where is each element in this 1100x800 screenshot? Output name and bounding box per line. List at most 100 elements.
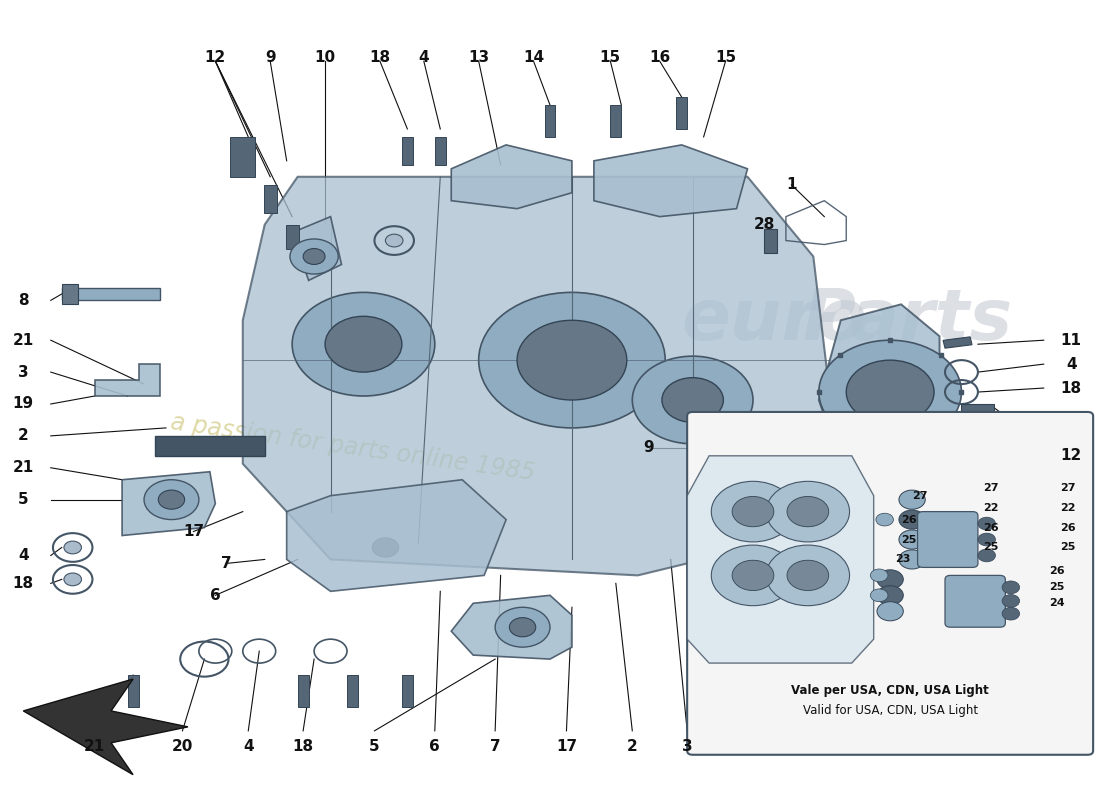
FancyBboxPatch shape [688, 412, 1093, 754]
Bar [774, 444, 791, 464]
Text: 18: 18 [293, 739, 314, 754]
Text: 3: 3 [18, 365, 29, 379]
Text: 4: 4 [18, 548, 29, 563]
Text: 25: 25 [983, 542, 999, 553]
Text: 16: 16 [649, 50, 670, 65]
Circle shape [632, 356, 754, 444]
Circle shape [846, 360, 934, 424]
Text: 7: 7 [490, 739, 500, 754]
Polygon shape [451, 595, 572, 659]
Polygon shape [293, 217, 341, 281]
Circle shape [877, 570, 903, 589]
Text: 25: 25 [901, 534, 916, 545]
Bar [434, 137, 446, 165]
Text: 26: 26 [983, 522, 999, 533]
Text: 27: 27 [983, 482, 999, 493]
Bar [943, 337, 972, 348]
Circle shape [1002, 607, 1020, 620]
Text: 26: 26 [901, 514, 916, 525]
Text: 9: 9 [265, 50, 275, 65]
Text: 14: 14 [522, 50, 544, 65]
Bar [264, 185, 277, 213]
Text: 22: 22 [983, 502, 999, 513]
Text: 17: 17 [556, 739, 578, 754]
Bar [346, 675, 358, 707]
Text: 10: 10 [315, 50, 336, 65]
Polygon shape [818, 304, 939, 480]
Circle shape [876, 514, 893, 526]
Circle shape [293, 292, 434, 396]
Bar [62, 287, 161, 300]
FancyBboxPatch shape [917, 512, 978, 567]
Polygon shape [23, 679, 188, 774]
Text: 6: 6 [210, 588, 221, 603]
Circle shape [767, 545, 849, 606]
Text: 21: 21 [13, 333, 34, 348]
Circle shape [767, 482, 849, 542]
Circle shape [877, 586, 903, 605]
Circle shape [144, 480, 199, 519]
Polygon shape [451, 145, 572, 209]
Text: 25: 25 [1060, 542, 1076, 553]
Text: 27: 27 [1060, 482, 1076, 493]
Circle shape [899, 550, 925, 569]
Bar [128, 675, 139, 707]
Text: 26: 26 [1060, 522, 1076, 533]
Text: 15: 15 [715, 50, 736, 65]
Circle shape [509, 618, 536, 637]
Text: 2: 2 [627, 739, 638, 754]
Bar [961, 436, 994, 444]
Circle shape [64, 573, 81, 586]
Text: 5: 5 [370, 739, 379, 754]
Bar [402, 675, 412, 707]
Circle shape [877, 602, 903, 621]
Circle shape [870, 589, 888, 602]
Text: 8: 8 [18, 293, 29, 308]
Circle shape [818, 340, 961, 444]
Circle shape [372, 538, 398, 557]
Text: a passion for parts online 1985: a passion for parts online 1985 [168, 410, 537, 486]
Text: 11: 11 [1060, 333, 1081, 348]
Text: 22: 22 [1060, 502, 1076, 513]
Text: 21: 21 [13, 460, 34, 475]
Circle shape [870, 569, 888, 582]
Circle shape [304, 249, 326, 265]
Circle shape [899, 510, 925, 529]
Circle shape [385, 234, 403, 247]
Circle shape [899, 530, 925, 549]
Circle shape [158, 490, 185, 510]
Text: Vale per USA, CDN, USA Light: Vale per USA, CDN, USA Light [791, 685, 989, 698]
Text: 21: 21 [84, 739, 106, 754]
Text: 4: 4 [243, 739, 254, 754]
Text: 24: 24 [1049, 598, 1065, 608]
Text: 18: 18 [370, 50, 390, 65]
Circle shape [290, 239, 338, 274]
Bar [155, 436, 265, 456]
Bar [961, 420, 994, 428]
Text: 12: 12 [1060, 448, 1081, 463]
Circle shape [786, 497, 828, 526]
Text: 1: 1 [786, 178, 796, 192]
Text: 13: 13 [469, 50, 490, 65]
Bar [544, 105, 556, 137]
Text: 4: 4 [418, 50, 429, 65]
Circle shape [1002, 594, 1020, 607]
Text: 2: 2 [18, 428, 29, 443]
Circle shape [733, 497, 773, 526]
Circle shape [712, 545, 794, 606]
Polygon shape [287, 480, 506, 591]
Text: euro: euro [682, 286, 867, 354]
Bar [298, 675, 309, 707]
Text: 19: 19 [13, 397, 34, 411]
Bar [230, 137, 255, 177]
Bar [402, 137, 412, 165]
Polygon shape [95, 364, 161, 396]
Circle shape [495, 607, 550, 647]
Circle shape [1002, 581, 1020, 594]
Circle shape [978, 549, 996, 562]
Circle shape [786, 560, 828, 590]
Text: 12: 12 [205, 50, 225, 65]
Circle shape [899, 490, 925, 510]
Bar [286, 225, 299, 249]
Text: 28: 28 [754, 217, 774, 232]
